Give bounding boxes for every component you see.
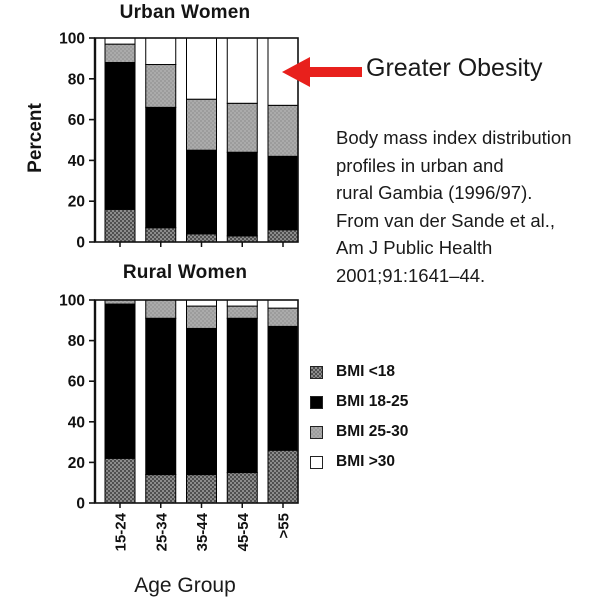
- bar-segment: [145, 37, 177, 66]
- citation-line: Am J Public Health: [336, 237, 493, 258]
- y-tick-label: 60: [68, 374, 85, 391]
- bar-segment: [104, 61, 136, 210]
- citation-line: rural Gambia (1996/97).: [336, 182, 533, 203]
- rural-chart-title: Rural Women: [122, 262, 248, 283]
- bar-segment: [104, 43, 136, 63]
- bar-segment: [104, 457, 136, 504]
- bar-segment: [145, 227, 177, 243]
- y-tick-label: 80: [68, 71, 85, 88]
- legend-swatch-bmi-25-30-icon: [310, 425, 323, 439]
- bar-segment: [186, 305, 217, 329]
- x-tick-label: 45-54: [235, 512, 252, 551]
- bar-segment: [145, 106, 177, 229]
- bar-segment: [145, 64, 177, 108]
- urban-chart-title: Urban Women: [119, 2, 251, 23]
- bar-segment: [267, 307, 299, 327]
- bar-segment: [267, 104, 299, 157]
- legend-label: BMI <18: [336, 363, 396, 380]
- rural-chart: 15-24 25-34 35-44 45-54 >55 0 20 40 60 80 100: [59, 293, 299, 551]
- y-tick-label: 40: [68, 153, 85, 170]
- bar-segment: [186, 37, 217, 100]
- bar-segment: [267, 449, 299, 504]
- y-tick-label: 100: [59, 293, 85, 310]
- bar-segment: [226, 317, 258, 474]
- bar-segment: [104, 37, 136, 45]
- bar-segment: [267, 299, 299, 309]
- y-tick-label: 20: [68, 194, 85, 211]
- x-axis-label: Age Group: [134, 574, 236, 597]
- bar-segment: [226, 235, 258, 243]
- citation-line: Body mass index distribution: [336, 127, 572, 148]
- bar-segment: [267, 325, 299, 451]
- bar-segment: [145, 474, 177, 504]
- citation-line: From van der Sande et al.,: [336, 209, 556, 231]
- legend-label: BMI >30: [336, 453, 396, 470]
- y-tick-label: 0: [76, 235, 85, 252]
- citation-line: 2001;91:1641–44.: [336, 264, 486, 286]
- bar-segment: [267, 229, 299, 243]
- bar-segment: [226, 472, 258, 504]
- bar-segment: [104, 208, 136, 243]
- legend-label: BMI 18-25: [336, 393, 409, 410]
- legend-item: BMI 25-30: [310, 417, 408, 447]
- bar-segment: [145, 317, 177, 476]
- bar-segment: [226, 299, 258, 307]
- x-tick-label: 25-34: [153, 512, 170, 551]
- legend-swatch-bmi-under-18-icon: [310, 365, 323, 379]
- y-tick-label: 80: [68, 333, 85, 350]
- y-tick-label: 0: [76, 496, 85, 513]
- y-tick-label: 40: [68, 414, 85, 431]
- greater-obesity-arrow: [282, 57, 362, 87]
- bar-segment: [186, 299, 217, 307]
- y-tick-label: 100: [59, 31, 85, 48]
- citation-line: profiles in urban and: [336, 154, 504, 176]
- legend: BMI <18 BMI 18-25 BMI 25-30 BMI >30: [310, 357, 408, 477]
- bar-segment: [186, 233, 217, 243]
- bar-segment: [226, 305, 258, 319]
- x-tick-label: >55: [276, 513, 293, 538]
- y-tick-label: 60: [68, 112, 85, 129]
- urban-chart: 0 20 40 60 80 100: [59, 31, 299, 252]
- bar-segment: [145, 299, 177, 319]
- bar-segment: [186, 149, 217, 235]
- legend-swatch-bmi-18-25-icon: [310, 395, 323, 409]
- bar-segment: [186, 327, 217, 476]
- bar-segment: [104, 303, 136, 459]
- bar-segment: [186, 474, 217, 504]
- greater-obesity-label: Greater Obesity: [366, 54, 543, 82]
- arrow-icon: [282, 57, 362, 87]
- citation: Body mass index distribution profiles in…: [336, 124, 571, 289]
- bar-segment: [226, 151, 258, 237]
- legend-swatch-bmi-over-30-icon: [310, 455, 323, 469]
- legend-item: BMI <18: [310, 357, 408, 387]
- bar-segment: [226, 37, 258, 104]
- bar-segment: [186, 98, 217, 151]
- legend-label: BMI 25-30: [336, 423, 409, 440]
- x-tick-label: 35-44: [194, 512, 211, 551]
- legend-item: BMI >30: [310, 447, 408, 477]
- bar-segment: [226, 102, 258, 153]
- bar-segment: [267, 155, 299, 231]
- legend-item: BMI 18-25: [310, 387, 408, 417]
- y-tick-label: 20: [68, 455, 85, 472]
- x-tick-label: 15-24: [113, 512, 130, 551]
